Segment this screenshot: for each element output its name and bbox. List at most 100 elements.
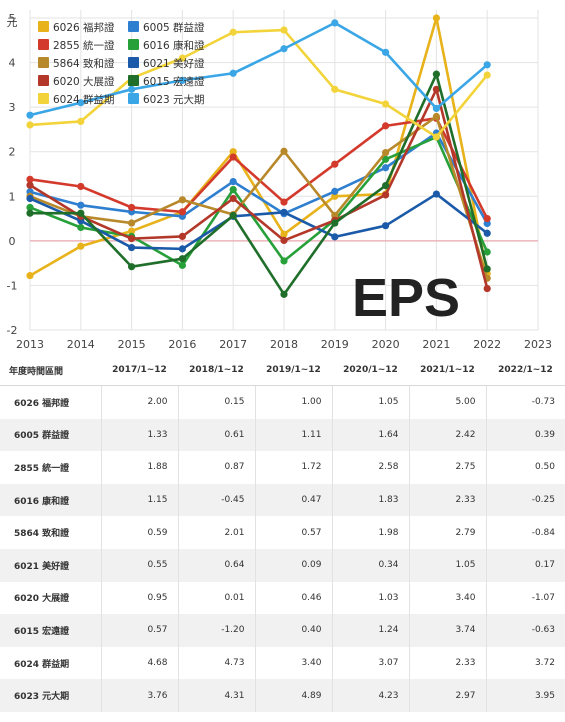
legend-swatch <box>128 57 139 68</box>
data-point <box>382 155 390 163</box>
legend-item-4[interactable]: 5864 致和證 <box>38 57 115 70</box>
chart-legend[interactable]: 6026 福邦證 6005 群益證 2855 統一證 6016 康和證 5864 致和證… <box>38 21 205 106</box>
legend-item-8[interactable]: 6024 群益期 <box>38 93 115 106</box>
eps-cell: 0.61 <box>177 418 255 452</box>
legend-swatch <box>38 75 49 86</box>
eps-cell: 3.40 <box>254 646 332 680</box>
eps-cell: -1.07 <box>485 581 565 615</box>
data-point <box>128 243 136 252</box>
data-point <box>483 229 491 237</box>
series-line <box>28 72 489 296</box>
eps-cell: 1.05 <box>331 385 409 419</box>
row-company-name: 6023 元大期 <box>0 679 101 712</box>
legend-item-3[interactable]: 6016 康和證 <box>128 39 205 52</box>
data-point <box>382 181 390 190</box>
x-tick-label: 2014 <box>67 338 95 351</box>
eps-cell: 1.11 <box>254 418 332 452</box>
eps-cell: -0.73 <box>485 385 565 419</box>
data-point <box>128 85 136 93</box>
data-point <box>77 117 85 126</box>
series-line <box>28 192 489 251</box>
eps-cell: 2.42 <box>408 418 486 452</box>
legend-item-2[interactable]: 2855 統一證 <box>38 39 115 52</box>
eps-cell: 2.33 <box>408 483 486 517</box>
data-point <box>77 201 85 209</box>
data-point <box>128 263 136 271</box>
data-point <box>26 111 34 119</box>
data-point <box>280 257 288 265</box>
table-row: 6026 福邦證 2.00 0.15 1.00 1.05 5.00 -0.73 <box>0 385 565 419</box>
table-header-year: 2017/1~12 <box>101 355 178 386</box>
data-point <box>331 160 339 168</box>
data-point <box>26 121 34 129</box>
legend-item-1[interactable]: 6005 群益證 <box>128 21 205 34</box>
legend-swatch <box>38 21 49 32</box>
eps-cell: 0.57 <box>100 614 178 647</box>
x-tick-label: 2016 <box>168 338 196 351</box>
data-point <box>229 211 237 220</box>
eps-cell: 4.23 <box>331 679 409 712</box>
table-row: 6023 元大期 3.76 4.31 4.89 4.23 2.97 3.95 <box>0 679 565 712</box>
legend-item-5[interactable]: 6021 美好證 <box>128 57 205 70</box>
legend-item-7[interactable]: 6015 宏遠證 <box>128 75 205 88</box>
series-9 <box>26 19 491 119</box>
eps-cell: 1.64 <box>331 418 409 452</box>
y-tick-label: -1 <box>7 279 18 292</box>
series-0 <box>26 14 491 280</box>
eps-cell: 0.87 <box>177 451 255 484</box>
data-point <box>483 265 491 273</box>
data-point <box>331 19 339 27</box>
eps-cell: 1.83 <box>331 483 409 517</box>
x-tick-label: 2023 <box>524 338 552 351</box>
data-point <box>382 164 390 172</box>
legend-label: 6024 群益期 <box>53 93 115 106</box>
x-tick-label: 2018 <box>270 338 298 351</box>
y-tick-label: 2 <box>9 146 16 159</box>
series-line <box>28 135 489 267</box>
legend-item-6[interactable]: 6020 大展證 <box>38 75 115 88</box>
legend-item-9[interactable]: 6023 元大期 <box>128 93 205 106</box>
eps-cell: -0.25 <box>485 483 565 517</box>
data-point <box>26 272 34 280</box>
eps-chart: 2013 2014 2015 2016 2017 2018 2019 2020 2021 2022… <box>0 0 565 355</box>
x-tick-label: 2013 <box>16 338 44 351</box>
data-point <box>178 76 186 84</box>
data-point <box>382 100 390 108</box>
eps-cell: 0.57 <box>254 516 332 549</box>
series-line <box>28 28 489 139</box>
data-point <box>26 175 34 183</box>
data-point <box>382 149 390 157</box>
table-row: 6016 康和證 1.15 -0.45 0.47 1.83 2.33 -0.25 <box>0 483 565 517</box>
eps-line-chart: 2013 2014 2015 2016 2017 2018 2019 2020 2021 2022… <box>7 10 553 351</box>
table-row: 6020 大展證 0.95 0.01 0.46 1.03 3.40 -1.07 <box>0 581 565 615</box>
eps-cell: 0.95 <box>100 581 178 615</box>
data-point <box>77 223 85 232</box>
data-point <box>229 28 237 36</box>
data-point <box>77 99 85 107</box>
data-point <box>77 209 85 217</box>
eps-cell: 0.40 <box>254 614 332 647</box>
data-point <box>483 214 491 223</box>
table-header-row: 年度時間區間 2017/1~12 2018/1~12 2019/1~12 2020/1~… <box>0 355 565 386</box>
data-point <box>432 85 440 93</box>
data-point <box>382 222 390 230</box>
legend-swatch <box>128 39 139 50</box>
row-company-name: 6016 康和證 <box>0 483 101 517</box>
x-tick-label: 2020 <box>372 338 400 351</box>
chart-axes: 2013 2014 2015 2016 2017 2018 2019 2020 2021 2022… <box>7 12 553 351</box>
data-point <box>432 112 440 121</box>
legend-label: 6005 群益證 <box>143 21 205 34</box>
table-header-year: 2018/1~12 <box>178 355 255 386</box>
data-point <box>280 230 288 238</box>
data-point <box>331 219 339 227</box>
legend-swatch <box>128 21 139 32</box>
series-line <box>28 88 489 290</box>
row-company-name: 2855 統一證 <box>0 451 101 484</box>
data-point <box>178 196 186 204</box>
series-3 <box>26 133 491 269</box>
table-row: 6024 群益期 4.68 4.73 3.40 3.07 2.33 3.72 <box>0 646 565 680</box>
table-row: 6005 群益證 1.33 0.61 1.11 1.64 2.42 0.39 <box>0 418 565 452</box>
eps-cell: 2.75 <box>408 451 486 484</box>
eps-cell: 4.68 <box>100 646 178 680</box>
legend-item-0[interactable]: 6026 福邦證 <box>38 21 115 34</box>
